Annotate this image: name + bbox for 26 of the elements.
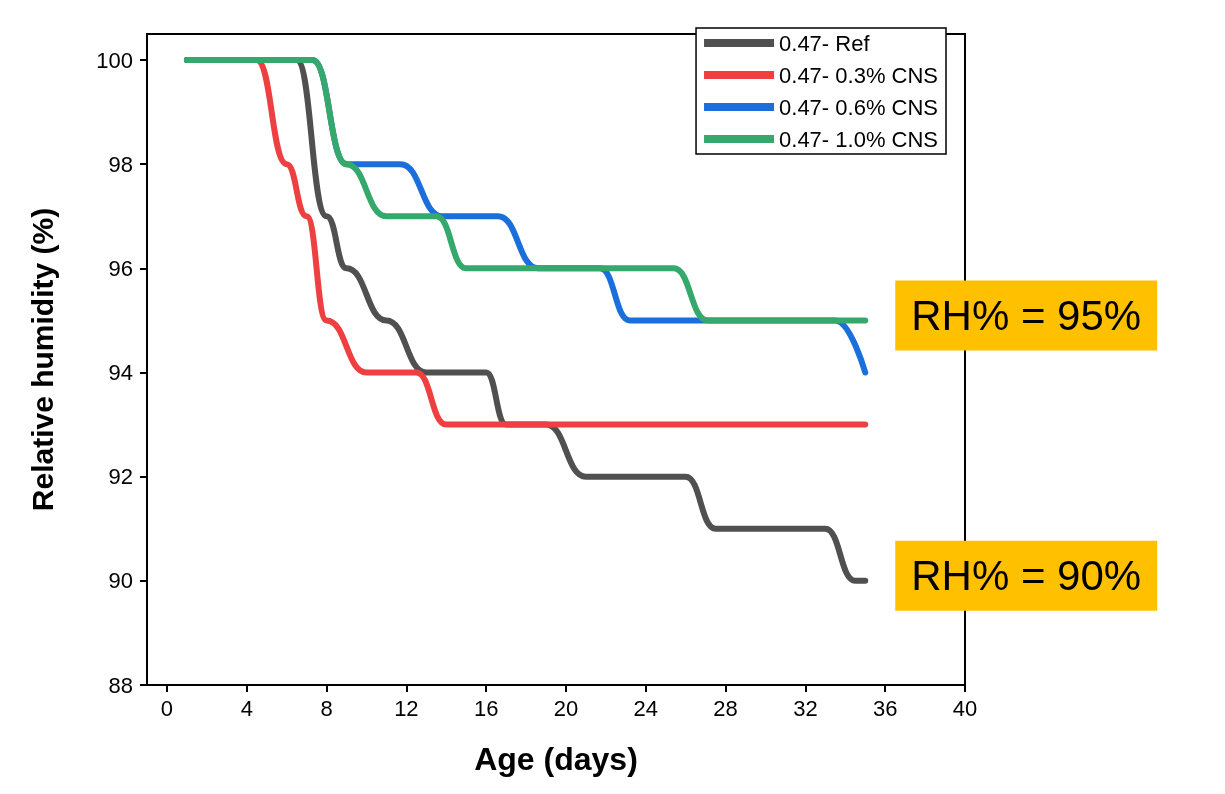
x-tick-label: 24: [633, 695, 659, 721]
x-tick-label: 32: [793, 695, 818, 721]
annotation: RH% = 90%: [911, 552, 1142, 600]
x-tick-label: 16: [473, 695, 499, 721]
legend-label: 0.47- Ref: [779, 30, 871, 56]
legend-label: 0.47- 0.6% CNS: [779, 94, 939, 120]
y-tick-label: 90: [108, 568, 133, 594]
annotation: RH% = 95%: [911, 291, 1142, 339]
x-tick-label: 40: [952, 695, 978, 721]
x-axis-title: Age (days): [474, 741, 638, 777]
x-tick-label: 36: [872, 695, 898, 721]
x-tick-label: 20: [553, 695, 579, 721]
legend-label: 0.47- 0.3% CNS: [779, 62, 939, 88]
y-tick-label: 88: [108, 672, 133, 698]
y-axis-title: Relative humidity (%): [25, 207, 59, 512]
x-tick-label: 8: [320, 695, 333, 721]
y-tick-label: 96: [108, 255, 133, 281]
legend-label: 0.47- 1.0% CNS: [779, 126, 939, 152]
x-tick-label: 4: [240, 695, 253, 721]
x-tick-label: 0: [160, 695, 174, 721]
y-tick-label: 92: [108, 464, 133, 490]
y-tick-label: 100: [96, 47, 133, 73]
x-tick-label: 28: [713, 695, 738, 721]
x-tick-label: 12: [394, 695, 419, 721]
y-tick-label: 98: [108, 151, 133, 177]
y-tick-label: 94: [108, 360, 133, 386]
